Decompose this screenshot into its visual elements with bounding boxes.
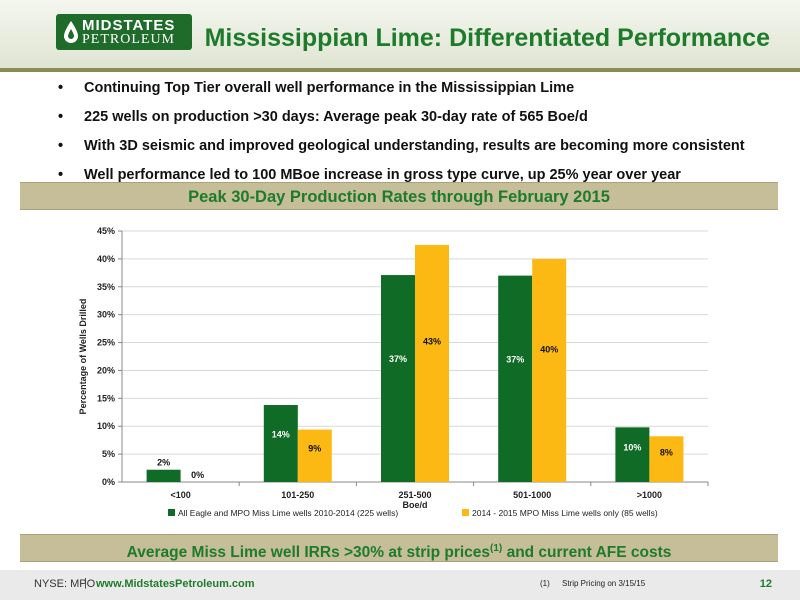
- data-label: 10%: [623, 442, 641, 452]
- y-tick-label: 5%: [102, 449, 115, 459]
- chart-title-banner: Peak 30-Day Production Rates through Feb…: [20, 182, 778, 210]
- data-label: 0%: [191, 470, 204, 480]
- x-axis-title: Boe/d: [402, 500, 427, 510]
- bullet-text: Well performance led to 100 MBoe increas…: [84, 167, 681, 183]
- bar-series-1: [498, 275, 533, 482]
- logo-text-line2: PETROLEUM: [82, 32, 175, 47]
- footnote-text: Strip Pricing on 3/15/15: [562, 579, 646, 588]
- bullet-marker: •: [58, 80, 64, 96]
- bullet-item: • Well performance led to 100 MBoe increa…: [58, 165, 778, 194]
- data-label: 43%: [423, 337, 441, 347]
- footer-separator: |: [84, 577, 87, 589]
- y-tick-label: 40%: [97, 254, 115, 264]
- irr-text-end: and current AFE costs: [502, 544, 672, 562]
- data-label: 2%: [157, 458, 170, 468]
- bullet-marker: •: [58, 109, 64, 125]
- legend-swatch-1: [168, 509, 175, 516]
- y-axis-title: Percentage of Wells Drilled: [78, 299, 88, 415]
- legend-label-1: All Eagle and MPO Miss Lime wells 2010-2…: [178, 508, 398, 518]
- bar-series-2: [532, 258, 567, 482]
- data-label: 37%: [389, 354, 407, 364]
- y-tick-label: 45%: [97, 226, 115, 236]
- irr-banner: Average Miss Lime well IRRs >30% at stri…: [20, 534, 778, 562]
- irr-text: Average Miss Lime well IRRs >30% at stri…: [126, 544, 491, 562]
- legend-swatch-2: [462, 509, 469, 516]
- stock-ticker: NYSE: MPO: [34, 578, 96, 590]
- y-tick-label: 15%: [97, 393, 115, 403]
- bar-series-2: [649, 436, 684, 482]
- y-tick-label: 25%: [97, 338, 115, 348]
- bullet-item: • Continuing Top Tier overall well perfor…: [58, 78, 778, 107]
- y-tick-label: 30%: [97, 310, 115, 320]
- production-rate-chart: 0%5%10%15%20%25%30%35%40%45%2%0%<10014%9…: [78, 226, 709, 518]
- bullet-item: • 225 wells on production >30 days: Avera…: [58, 107, 778, 136]
- bullet-text: Continuing Top Tier overall well perform…: [84, 80, 575, 96]
- bullet-marker: •: [58, 138, 64, 154]
- footer-bar: NYSE: MPO | www.MidstatesPetroleum.com (…: [0, 570, 800, 600]
- bar-series-1: [263, 405, 298, 482]
- x-tick-label: <100: [170, 490, 190, 500]
- bullet-text: 225 wells on production >30 days: Averag…: [84, 109, 588, 125]
- company-logo: MIDSTATES PETROLEUM: [56, 14, 192, 50]
- data-label: 9%: [308, 444, 321, 454]
- header-divider: [0, 68, 800, 72]
- bullet-text: With 3D seismic and improved geological …: [84, 138, 745, 154]
- bullet-marker: •: [58, 167, 64, 183]
- y-tick-label: 0%: [102, 477, 115, 487]
- data-label: 8%: [660, 447, 673, 457]
- data-label: 14%: [272, 429, 290, 439]
- oil-drop-icon: [64, 21, 78, 43]
- data-label: 37%: [506, 354, 524, 364]
- bullet-item: • With 3D seismic and improved geological…: [58, 136, 778, 165]
- x-tick-label: 251-500: [398, 490, 431, 500]
- y-tick-label: 20%: [97, 365, 115, 375]
- header-bar: MIDSTATES PETROLEUM Mississippian Lime: …: [0, 0, 800, 68]
- footnote-number: (1): [540, 579, 550, 588]
- data-label: 40%: [540, 345, 558, 355]
- y-tick-label: 10%: [97, 421, 115, 431]
- x-tick-label: 101-250: [281, 490, 314, 500]
- bar-series-1: [615, 427, 650, 482]
- bar-series-1: [381, 275, 415, 482]
- footnote-ref: (1): [490, 543, 503, 554]
- bar-series-1: [146, 469, 181, 482]
- page-title: Mississippian Lime: Differentiated Perfo…: [204, 24, 770, 52]
- x-tick-label: >1000: [637, 490, 662, 500]
- bullet-list: • Continuing Top Tier overall well perfor…: [58, 78, 778, 194]
- page-number: 12: [759, 578, 772, 590]
- bar-series-2: [415, 244, 449, 482]
- y-tick-label: 35%: [97, 282, 115, 292]
- logo-text-line1: MIDSTATES: [82, 17, 176, 34]
- website-link[interactable]: www.MidstatesPetroleum.com: [96, 578, 255, 590]
- legend-label-2: 2014 - 2015 MPO Miss Lime wells only (85…: [472, 508, 658, 518]
- bar-series-2: [297, 429, 332, 482]
- x-tick-label: 501-1000: [513, 490, 551, 500]
